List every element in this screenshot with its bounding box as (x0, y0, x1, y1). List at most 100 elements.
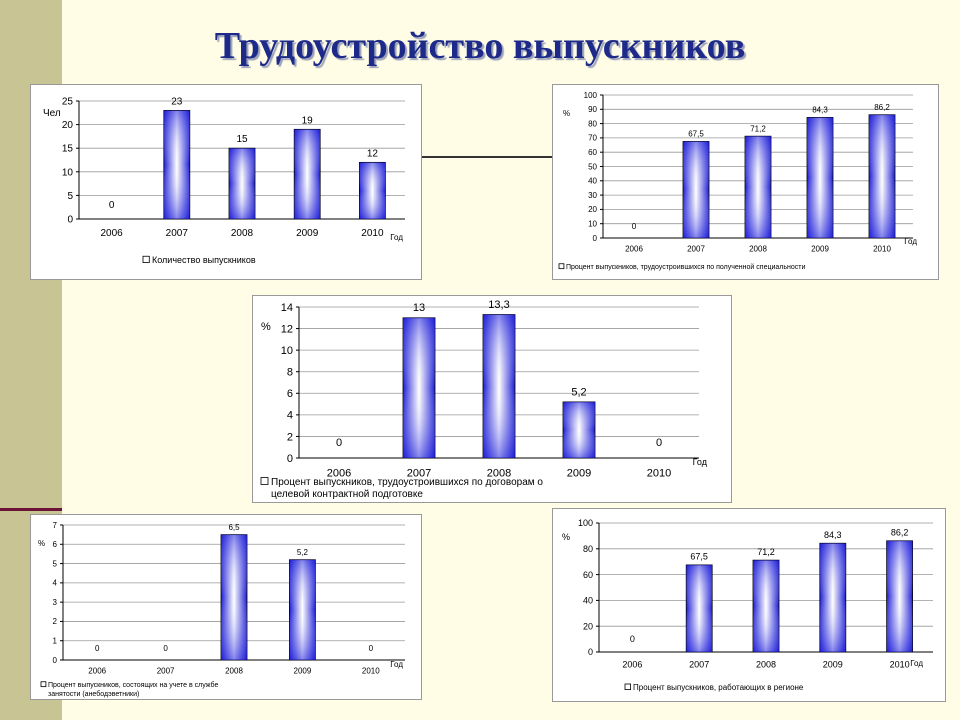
data-label: 15 (236, 134, 248, 145)
legend-label: целевой контрактной подготовке (271, 489, 423, 500)
bar-shade-2010 (886, 540, 913, 652)
data-label: 0 (630, 634, 635, 644)
bar-shade-2010 (869, 114, 895, 238)
x-tick-label: 2008 (749, 245, 767, 254)
legend-label: Процент выпускников, состоящих на учете … (48, 681, 218, 689)
y-tick-label: 4 (53, 579, 58, 588)
x-tick-label: 2009 (823, 659, 843, 669)
y-tick-label: 60 (588, 148, 597, 157)
y-tick-label: 80 (588, 119, 597, 128)
x-tick-label: 2008 (225, 667, 243, 676)
y-tick-label: 10 (588, 220, 597, 229)
x-axis-label: Год (910, 659, 923, 668)
y-tick-label: 12 (281, 323, 293, 335)
data-label: 0 (632, 222, 637, 231)
y-tick-label: 6 (287, 388, 293, 400)
y-tick-label: 0 (588, 647, 593, 657)
legend-label: Количество выпускников (152, 255, 256, 265)
bar-shade-2007 (683, 141, 709, 238)
y-tick-label: 60 (583, 570, 593, 580)
data-label: 0 (163, 644, 168, 653)
legend-swatch (260, 477, 269, 485)
x-tick-label: 2006 (88, 667, 106, 676)
data-label: 0 (109, 200, 115, 211)
y-tick-label: 6 (53, 540, 58, 549)
bar-shade-2010 (359, 162, 386, 219)
legend-swatch (142, 255, 150, 263)
data-label: 84,3 (824, 530, 842, 540)
data-label: 86,2 (874, 103, 890, 112)
data-label: 6,5 (228, 523, 240, 532)
y-tick-label: 20 (62, 120, 74, 131)
bar-shade-2007 (403, 317, 435, 458)
chart-working-in-region: 0 20 40 60 80 100 0 2006 67,5 2007 71,2 2008 84,3 200… (552, 508, 946, 702)
x-tick-label: 2009 (294, 667, 312, 676)
y-tick-label: 20 (583, 621, 593, 631)
y-tick-label: 8 (287, 367, 293, 379)
y-tick-label: 20 (588, 205, 597, 214)
data-label: 0 (656, 437, 662, 449)
x-tick-label: 2010 (890, 659, 910, 669)
legend-swatch (558, 263, 565, 270)
bar-shade-2007 (686, 564, 713, 652)
data-label: 67,5 (688, 130, 704, 139)
chart-employment-service: 0 1 2 3 4 5 6 7 0 2006 0 2007 6,5 2008 5,2 2009 0 2010% Го… (30, 514, 422, 700)
x-tick-label: 2009 (567, 468, 591, 480)
data-label: 5,2 (571, 386, 586, 398)
data-label: 71,2 (757, 547, 775, 557)
bar-shade-2009 (563, 401, 595, 458)
x-tick-label: 2008 (756, 659, 776, 669)
data-label: 5,2 (297, 548, 309, 557)
data-label: 13,3 (488, 299, 509, 311)
y-tick-label: 0 (287, 453, 293, 465)
y-tick-label: 15 (62, 144, 74, 155)
data-label: 13 (413, 302, 425, 314)
y-axis-label: % (38, 539, 45, 548)
y-tick-label: 80 (583, 544, 593, 554)
y-axis-label: % (562, 532, 570, 542)
y-tick-label: 0 (53, 656, 58, 665)
legend-swatch (40, 681, 47, 688)
data-label: 19 (302, 115, 314, 126)
x-tick-label: 2010 (873, 245, 891, 254)
y-tick-label: 0 (67, 215, 73, 226)
bar-shade-2008 (753, 560, 779, 652)
y-tick-label: 70 (588, 134, 597, 143)
data-label: 0 (95, 644, 100, 653)
data-label: 23 (171, 96, 183, 107)
x-axis-label: Год (693, 457, 708, 467)
x-tick-label: 2009 (296, 228, 319, 239)
x-tick-label: 2009 (811, 245, 829, 254)
bar-shade-2007 (163, 110, 190, 219)
left-decor-line (0, 508, 62, 511)
y-tick-label: 10 (62, 167, 74, 178)
y-tick-label: 0 (593, 234, 598, 243)
bar-shade-2009 (294, 129, 321, 219)
y-tick-label: 100 (578, 518, 593, 528)
bar-shade-2009 (819, 543, 846, 652)
data-label: 71,2 (750, 124, 766, 133)
y-tick-label: 14 (281, 302, 293, 314)
legend-swatch (624, 683, 631, 690)
bar-shade-2008 (229, 148, 255, 219)
x-axis-label: Год (390, 233, 403, 242)
bar-shade-2008 (221, 534, 247, 660)
y-tick-label: 30 (588, 191, 597, 200)
data-label: 84,3 (812, 106, 828, 115)
y-tick-label: 10 (281, 345, 293, 357)
x-axis-label: Год (390, 660, 403, 669)
y-tick-label: 25 (62, 97, 74, 108)
x-tick-label: 2006 (327, 468, 351, 480)
bar-shade-2008 (745, 136, 771, 238)
y-tick-label: 3 (53, 598, 58, 607)
x-axis-label: Год (904, 237, 917, 246)
bar-shade-2008 (483, 314, 515, 458)
x-tick-label: 2010 (647, 468, 671, 480)
data-label: 0 (369, 644, 374, 653)
x-tick-label: 2006 (622, 659, 642, 669)
y-tick-label: 2 (287, 431, 293, 443)
y-tick-label: 5 (53, 559, 58, 568)
y-axis-label: Чел (43, 108, 61, 119)
y-tick-label: 40 (588, 177, 597, 186)
x-tick-label: 2007 (689, 659, 709, 669)
